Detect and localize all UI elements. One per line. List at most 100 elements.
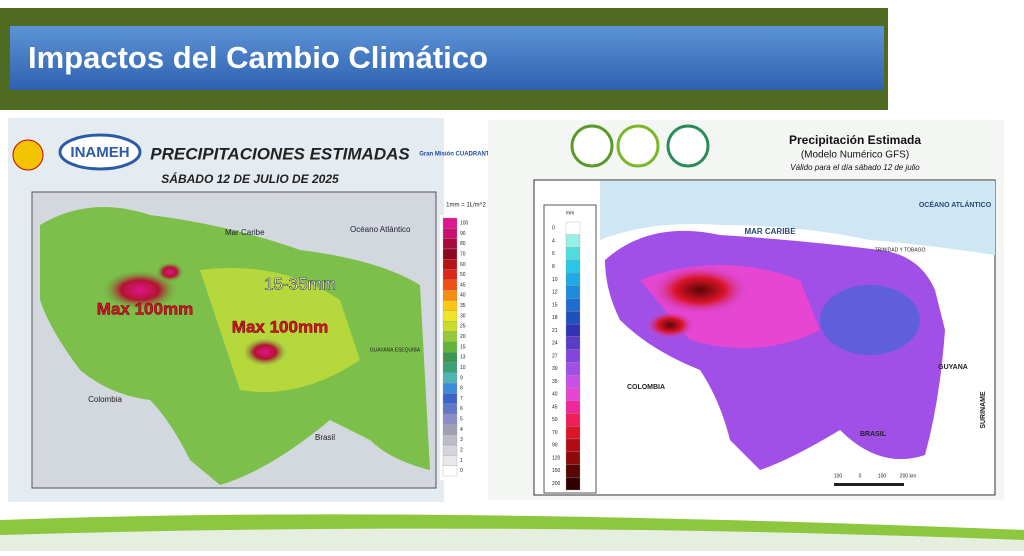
legend-swatch bbox=[442, 403, 458, 415]
agency: INAMEH bbox=[70, 144, 129, 161]
unit-note: 1mm = 1L/m^2 bbox=[446, 203, 486, 209]
legend-label: 30 bbox=[460, 313, 466, 319]
legend-swatch bbox=[442, 382, 458, 394]
legend-swatch bbox=[442, 269, 458, 281]
legend-swatch bbox=[442, 248, 458, 260]
sea-label: MAR CARIBE bbox=[744, 227, 796, 236]
legend-label: 10 bbox=[552, 277, 558, 283]
legend-swatch bbox=[565, 374, 581, 389]
scale-label: 200 km bbox=[900, 473, 916, 479]
legend-label: 13 bbox=[460, 355, 466, 361]
legend-swatch bbox=[442, 290, 458, 301]
legend-swatch bbox=[442, 444, 458, 456]
legend-swatch bbox=[565, 464, 581, 478]
legend-swatch bbox=[442, 341, 458, 353]
legend-swatch bbox=[442, 393, 458, 404]
left-map: INAMEH PRECIPITACIONES ESTIMADAS SÁBADO … bbox=[8, 118, 521, 502]
legend-swatch bbox=[442, 465, 458, 477]
legend-label: 45 bbox=[460, 282, 466, 288]
legend-swatch bbox=[565, 387, 581, 401]
legend-swatch bbox=[565, 311, 581, 325]
annotation: 15-35mm bbox=[264, 274, 336, 293]
rain bbox=[243, 338, 287, 366]
legend-label: 40 bbox=[552, 392, 558, 398]
legend-swatch bbox=[565, 221, 581, 235]
scale-bar bbox=[834, 483, 904, 486]
legend-swatch bbox=[565, 336, 581, 350]
legend-swatch bbox=[565, 323, 581, 338]
legend-swatch bbox=[565, 362, 581, 376]
legend-swatch bbox=[565, 298, 581, 312]
legend-swatch bbox=[442, 300, 458, 312]
legend-label: 1 bbox=[460, 458, 463, 464]
country-label: COLOMBIA bbox=[627, 384, 665, 391]
valid-date: Válido para el día sábado 12 de julio bbox=[790, 163, 920, 172]
legend-label: 40 bbox=[460, 293, 466, 299]
region-label: GUAYANA ESEQUIBA bbox=[370, 347, 421, 353]
legend-label: 8 bbox=[552, 264, 555, 270]
scale-label: 100 bbox=[878, 473, 887, 479]
sea-label: OCÉANO ATLÁNTICO bbox=[919, 200, 992, 209]
legend-label: 200 bbox=[552, 481, 561, 487]
legend-label: 70 bbox=[552, 430, 558, 436]
legend-label: 100 bbox=[460, 220, 469, 226]
legend-label: 60 bbox=[460, 262, 466, 268]
sea-label: Mar Caribe bbox=[225, 228, 265, 237]
legend-label: 0 bbox=[460, 468, 463, 474]
rain bbox=[156, 262, 184, 282]
map-title: PRECIPITACIONES ESTIMADAS bbox=[150, 144, 410, 163]
legend-label: 5 bbox=[460, 417, 463, 423]
slide-title: Impactos del Cambio Climático bbox=[28, 40, 488, 75]
legend-label: 120 bbox=[552, 455, 561, 461]
legend-swatch bbox=[565, 234, 581, 248]
legend-swatch bbox=[442, 413, 458, 425]
legend-swatch bbox=[565, 247, 581, 261]
rain bbox=[820, 285, 920, 355]
legend-swatch bbox=[565, 477, 581, 491]
sea bbox=[600, 181, 995, 255]
legend-label: 7 bbox=[460, 396, 463, 402]
legend-label: 50 bbox=[460, 272, 466, 278]
legend-label: 18 bbox=[552, 315, 558, 321]
legend-swatch bbox=[442, 362, 458, 373]
legend-swatch bbox=[442, 372, 458, 384]
legend-swatch bbox=[442, 331, 458, 342]
legend-label: 35 bbox=[460, 303, 466, 309]
annotation: Max 100mm bbox=[97, 299, 193, 318]
legend-label: 0 bbox=[552, 226, 555, 232]
annotation: Max 100mm bbox=[232, 317, 328, 336]
right-map: Precipitación Estimada (Modelo Numérico … bbox=[488, 120, 1004, 500]
logo bbox=[666, 124, 710, 168]
legend-label: 80 bbox=[460, 241, 466, 247]
legend-label: 8 bbox=[460, 386, 463, 392]
legend-label: 12 bbox=[552, 290, 558, 296]
flag-logo bbox=[12, 139, 44, 171]
country-label: Brasil bbox=[315, 433, 335, 442]
sea-label: Océano Atlántico bbox=[350, 225, 411, 234]
legend-swatch bbox=[442, 434, 458, 446]
country-label: Colombia bbox=[88, 395, 122, 404]
legend-swatch bbox=[565, 272, 581, 286]
legend-label: 50 bbox=[552, 417, 558, 423]
map-subtitle: (Modelo Numérico GFS) bbox=[801, 150, 909, 161]
country-label: TRINIDAD Y TOBAGO bbox=[875, 247, 926, 253]
legend-label: 6 bbox=[460, 406, 463, 412]
legend-label: 90 bbox=[552, 443, 558, 449]
legend-swatch bbox=[565, 413, 581, 427]
legend-swatch bbox=[442, 228, 458, 239]
legend-label: 70 bbox=[460, 251, 466, 257]
legend-swatch bbox=[565, 438, 581, 452]
logo bbox=[570, 124, 614, 168]
legend-label: 4 bbox=[460, 427, 463, 433]
legend-swatch bbox=[565, 349, 581, 363]
legend-label: 45 bbox=[552, 404, 558, 410]
legend-label: 10 bbox=[460, 365, 466, 371]
legend-swatch bbox=[565, 260, 581, 274]
legend-swatch bbox=[442, 455, 458, 466]
rain bbox=[102, 270, 178, 310]
legend-label: 2 bbox=[460, 448, 463, 454]
legend-label: 27 bbox=[552, 353, 558, 359]
legend-swatch bbox=[565, 426, 581, 440]
legend-label: 20 bbox=[460, 334, 466, 340]
